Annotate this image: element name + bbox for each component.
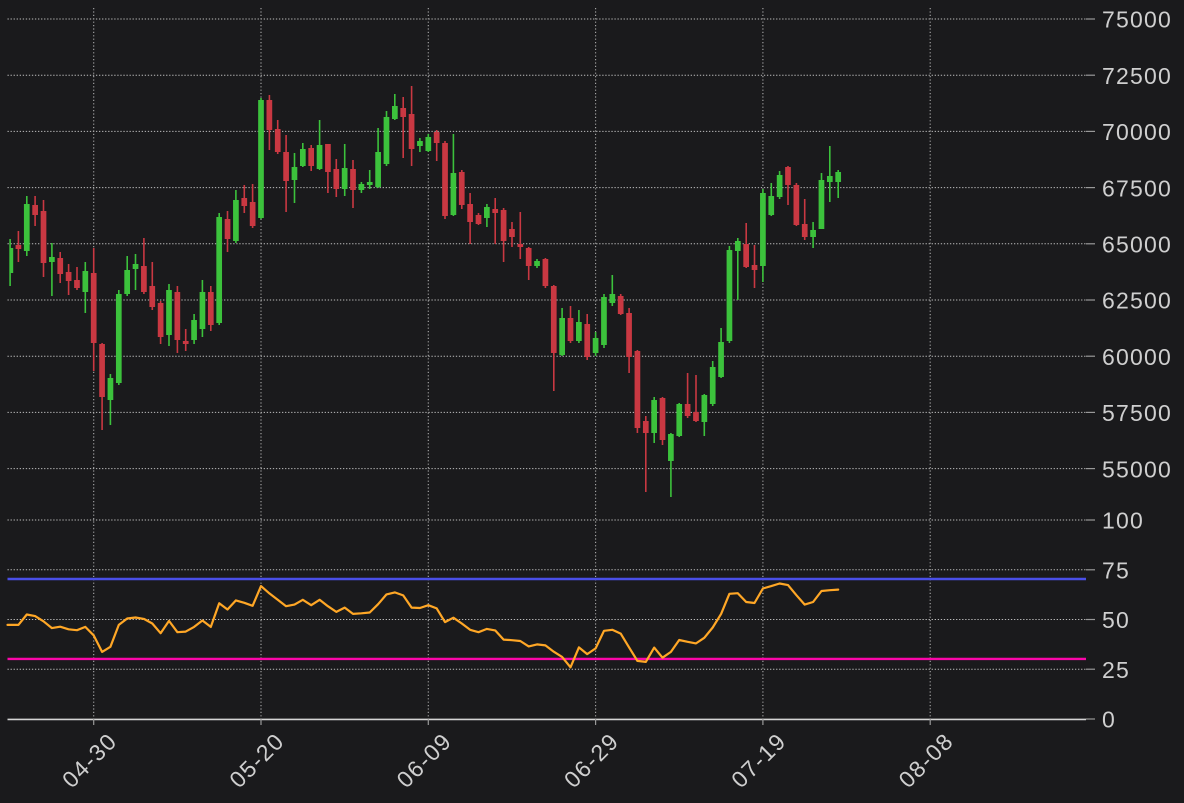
svg-text:50: 50 [1102, 607, 1130, 633]
svg-text:70000: 70000 [1102, 119, 1172, 145]
svg-text:67500: 67500 [1102, 175, 1172, 201]
svg-text:25: 25 [1102, 657, 1130, 683]
svg-text:75000: 75000 [1102, 7, 1172, 33]
svg-text:60000: 60000 [1102, 344, 1172, 370]
svg-text:62500: 62500 [1102, 288, 1172, 314]
svg-text:65000: 65000 [1102, 232, 1172, 258]
svg-text:0: 0 [1102, 707, 1116, 733]
svg-text:100: 100 [1102, 508, 1144, 534]
svg-text:57500: 57500 [1102, 400, 1172, 426]
svg-text:75: 75 [1102, 558, 1130, 584]
svg-text:55000: 55000 [1102, 456, 1172, 482]
svg-text:72500: 72500 [1102, 63, 1172, 89]
